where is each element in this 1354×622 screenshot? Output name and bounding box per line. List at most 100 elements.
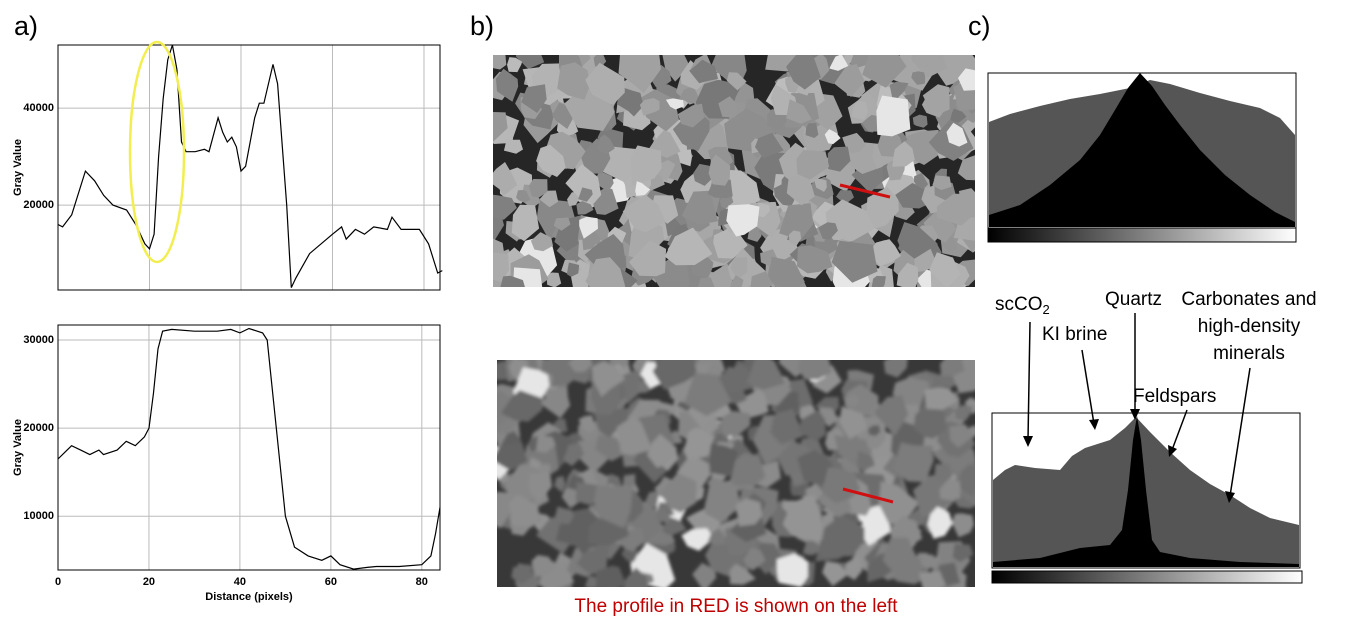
grain: [593, 408, 629, 439]
arrow: [1229, 367, 1251, 497]
grain: [954, 404, 974, 421]
grain: [730, 275, 744, 287]
grain: [901, 129, 939, 165]
grain: [497, 443, 528, 471]
arrowhead: [1023, 436, 1033, 447]
profile-line: [57, 327, 441, 570]
grain: [664, 227, 713, 266]
grain: [536, 434, 556, 453]
grain: [951, 513, 974, 538]
profile-line: [57, 44, 443, 288]
grain: [867, 239, 901, 267]
ct-image-top: [493, 55, 975, 287]
grain: [539, 190, 559, 208]
grain: [686, 134, 703, 150]
grain: [538, 464, 551, 479]
x-tick-label: 60: [325, 576, 337, 588]
grain: [647, 433, 677, 468]
grain: [876, 95, 911, 137]
grain: [585, 62, 625, 105]
grain: [629, 240, 667, 277]
grain: [631, 145, 662, 186]
annotation-subscript: 2: [1043, 302, 1050, 317]
grain: [513, 267, 543, 287]
y-tick-label: 20000: [23, 199, 54, 211]
grain: [825, 199, 875, 242]
grain: [681, 528, 714, 551]
grain: [779, 203, 814, 241]
y-tick-label: 10000: [23, 510, 54, 522]
grain: [818, 222, 838, 240]
grain: [814, 178, 827, 192]
grain: [932, 175, 952, 190]
grain: [851, 101, 868, 120]
grain: [878, 481, 920, 526]
grain: [723, 169, 761, 210]
grain: [660, 472, 697, 513]
grain: [844, 384, 879, 417]
x-tick-label: 20: [143, 576, 155, 588]
grain: [936, 193, 975, 226]
grain: [786, 55, 821, 90]
grain: [836, 190, 854, 205]
grain: [959, 464, 975, 496]
grain: [843, 394, 860, 408]
grain: [786, 99, 812, 124]
grain: [578, 187, 593, 202]
grain: [507, 57, 523, 73]
grain: [652, 360, 697, 390]
grain: [726, 72, 747, 91]
grain: [585, 257, 626, 287]
grain: [493, 112, 508, 142]
grain: [497, 360, 508, 380]
arrowhead: [1168, 445, 1177, 457]
annotation: Feldspars: [1133, 386, 1216, 407]
grain: [593, 485, 633, 529]
grain: [665, 98, 684, 110]
annotation-text: scCO: [995, 294, 1043, 315]
grain: [721, 410, 751, 437]
grain: [839, 406, 868, 440]
grain: [862, 55, 907, 88]
grain: [500, 390, 543, 422]
grain: [557, 62, 591, 100]
grain: [921, 554, 936, 569]
grain: [497, 491, 513, 529]
grain: [536, 144, 566, 177]
ct-image-bottom: [497, 360, 975, 587]
grain: [503, 139, 523, 154]
annotation: KI brine: [1042, 324, 1107, 345]
grain: [731, 452, 766, 486]
grain: [618, 55, 661, 94]
grain: [949, 424, 974, 448]
grain: [912, 114, 928, 128]
arrow: [1081, 349, 1095, 425]
grain: [622, 567, 648, 587]
grain: [684, 372, 732, 416]
profile-line: [842, 487, 894, 504]
grain: [805, 123, 819, 138]
grain: [635, 181, 651, 196]
grain: [529, 473, 552, 503]
plot-frame: [57, 324, 441, 571]
x-tick-label: 0: [55, 576, 61, 588]
panel-label: b): [470, 11, 494, 41]
gray-scale-bar: [991, 570, 1303, 584]
grain: [895, 183, 929, 209]
grain: [802, 540, 821, 555]
grain: [957, 155, 975, 181]
grain: [493, 252, 510, 283]
grain: [493, 194, 517, 220]
grain: [689, 59, 719, 84]
grain: [738, 388, 769, 419]
plot-frame: [57, 44, 441, 291]
arrowhead: [1130, 409, 1140, 420]
grain: [755, 202, 770, 218]
grain: [799, 409, 826, 442]
grain: [952, 543, 974, 563]
grain: [964, 397, 975, 415]
grain: [697, 277, 715, 287]
grain: [822, 561, 849, 587]
annotation: scCO2: [995, 294, 1050, 317]
grain: [866, 187, 899, 229]
